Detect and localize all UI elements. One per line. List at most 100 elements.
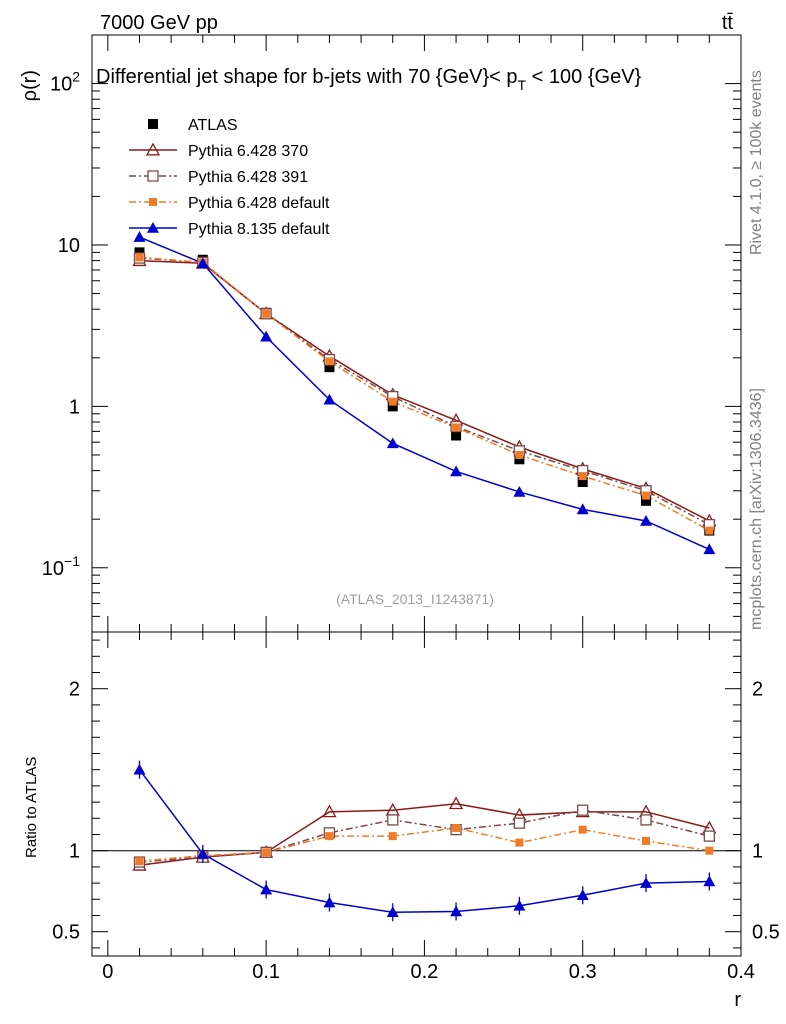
upper-point-pythia-8-135-default [703, 543, 716, 555]
x-tick-label: 0 [102, 961, 113, 983]
legend: ATLAS Pythia 6.428 370 Pythia 6.428 391 Pyt… [129, 117, 330, 238]
ratio-point-pythia-6-428-391 [513, 817, 526, 829]
ratio-point-pythia-6-428-default [452, 824, 461, 833]
upper-point-atlas [641, 495, 652, 506]
x-tick-label: 0.3 [569, 961, 597, 983]
ratio-line-pythia-8-135-default [138, 769, 710, 914]
ratio-point-pythia-6-428-370 [322, 804, 337, 818]
x-tick-label: 0.4 [727, 961, 755, 983]
process-label: tt̄ [722, 12, 734, 34]
energy-label: 7000 GeV pp [100, 12, 218, 34]
upper-point-atlas [514, 454, 525, 465]
ratio-point-pythia-6-428-default [578, 825, 587, 834]
legend-marker [148, 119, 158, 129]
ratio-y-tick-label-left: 2 [69, 679, 80, 701]
ratio-point-pythia-6-428-default [262, 848, 271, 857]
legend-entry-pythia-8-135-default: Pythia 8.135 default [129, 221, 330, 238]
upper-point-pythia-8-135-default [576, 503, 589, 515]
ratio-y-axis-label: Ratio to ATLAS [23, 757, 40, 858]
mcplots-label: mcplots.cern.ch [arXiv:1306.3436] [748, 388, 765, 630]
upper-point-pythia-6-428-default [135, 253, 144, 262]
upper-point-atlas [324, 362, 335, 373]
upper-point-pythia-8-135-default [323, 393, 336, 405]
upper-y-tick-labels: 102 10 1 10−1 [42, 69, 80, 580]
legend-label: Pythia 6.428 370 [188, 143, 308, 160]
upper-point-pythia-8-135-default [386, 437, 399, 449]
upper-point-pythia-8-135-default [513, 485, 526, 497]
chart-title: Differential jet shape for b-jets with 7… [96, 66, 642, 93]
ratio-line-pythia-6-428-391 [139, 809, 710, 863]
x-axis-label: r [734, 989, 741, 1011]
upper-point-pythia-6-428-default [452, 423, 461, 432]
ratio-point-pythia-6-428-391 [577, 804, 589, 816]
legend-marker [149, 198, 157, 206]
legend-marker [147, 222, 159, 233]
upper-point-pythia-6-428-default [705, 526, 714, 535]
ratio-point-pythia-6-428-default [135, 857, 144, 866]
ratio-y-tick-label-left: 1 [69, 841, 80, 863]
upper-point-pythia-6-428-default [325, 357, 334, 366]
chart-title-subscript: T [518, 77, 527, 93]
legend-entry-pythia-6-428-default: Pythia 6.428 default [129, 195, 330, 212]
ratio-y-tick-label-right: 1 [752, 841, 763, 863]
upper-point-pythia-8-135-default [640, 514, 653, 526]
upper-line-pythia-8-135-default [139, 236, 710, 551]
upper-point-pythia-8-135-default [196, 257, 209, 269]
ratio-y-tick-label-right: 2 [752, 679, 763, 701]
ratio-point-pythia-6-428-default [705, 846, 714, 855]
upper-point-atlas [577, 476, 588, 487]
ratio-point-pythia-6-428-391 [387, 814, 399, 826]
upper-y-tick-label: 10 [58, 235, 80, 257]
ratio-point-pythia-6-428-default [642, 836, 651, 845]
x-tick-label: 0.1 [252, 961, 280, 983]
upper-point-pythia-6-428-default [642, 491, 651, 500]
ratio-point-pythia-6-428-default [325, 832, 334, 841]
upper-series-lines [139, 236, 710, 551]
ratio-plot-frame [91, 631, 742, 957]
legend-entry-atlas: ATLAS [148, 117, 238, 134]
upper-y-axis-label: ρ(r) [19, 70, 41, 101]
ratio-point-pythia-6-428-391 [703, 830, 715, 842]
rivet-version-label: Rivet 4.1.0, ≥ 100k events [748, 70, 765, 255]
ratio-axis-ticks [92, 632, 742, 956]
legend-entry-pythia-6-428-370: Pythia 6.428 370 [129, 142, 308, 160]
upper-point-pythia-8-135-default [133, 231, 146, 242]
upper-axis-ticks [92, 34, 742, 633]
legend-entry-pythia-6-428-391: Pythia 6.428 391 [129, 169, 308, 186]
x-tick-label: 0.2 [411, 961, 439, 983]
upper-y-tick-label: 1 [69, 396, 80, 418]
upper-y-tick-label: 10−1 [42, 553, 80, 580]
ratio-y-tick-label-right: 0.5 [752, 922, 780, 944]
upper-point-atlas [451, 430, 462, 441]
ratio-line-pythia-6-428-default [139, 827, 710, 862]
ratio-point-pythia-6-428-default [388, 832, 397, 841]
legend-marker [145, 142, 161, 156]
upper-point-pythia-6-428-default [515, 450, 524, 459]
ratio-y-tick-label-left: 0.5 [52, 922, 80, 944]
upper-line-pythia-6-428-default [139, 256, 710, 532]
upper-point-atlas [387, 401, 398, 412]
upper-series-markers [132, 231, 717, 555]
upper-y-tick-label: 102 [50, 69, 80, 96]
legend-label: ATLAS [188, 117, 238, 134]
ratio-point-pythia-6-428-391 [640, 814, 652, 826]
upper-point-pythia-8-135-default [260, 330, 273, 342]
legend-marker [147, 170, 159, 182]
x-tick-labels: 0 0.1 0.2 0.3 0.4 [102, 961, 755, 983]
ratio-point-pythia-6-428-default [515, 838, 524, 847]
upper-point-pythia-6-428-default [578, 472, 587, 481]
legend-label: Pythia 6.428 391 [188, 169, 308, 186]
legend-label: Pythia 8.135 default [188, 221, 330, 238]
ratio-y-tick-labels: 0.5 0.5 1 1 2 2 [52, 679, 780, 944]
upper-point-pythia-8-135-default [450, 465, 463, 477]
upper-line-pythia-6-428-370 [139, 259, 710, 522]
ratio-point-pythia-6-428-370 [448, 796, 464, 810]
chart-title-tail: < 100 {GeV} [526, 66, 641, 88]
analysis-watermark: (ATLAS_2013_I1243871) [336, 591, 494, 607]
upper-line-pythia-6-428-391 [139, 257, 710, 526]
upper-point-pythia-6-428-default [388, 397, 397, 406]
chart-title-main: Differential jet shape for b-jets with 7… [96, 66, 518, 88]
upper-point-atlas [134, 247, 145, 258]
upper-point-pythia-6-428-default [262, 309, 271, 318]
